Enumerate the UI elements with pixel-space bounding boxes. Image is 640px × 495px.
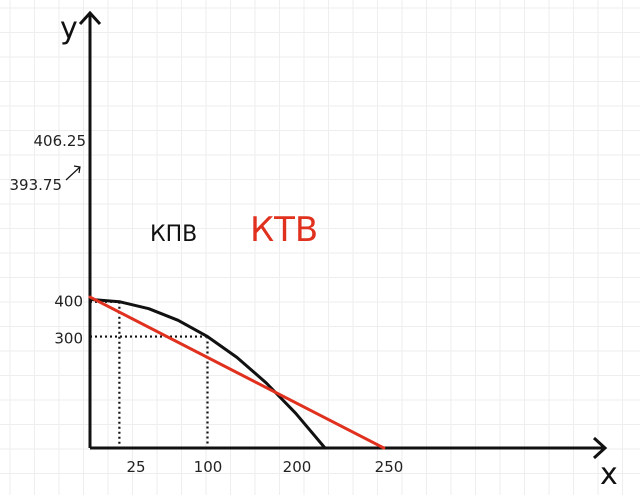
- series-line-kpv: [88, 297, 327, 450]
- annotation-pointer-head: [73, 165, 81, 174]
- axes: [78, 10, 608, 460]
- annotation-pointer: [65, 166, 81, 181]
- series-label-ktv: КТВ: [250, 210, 318, 250]
- y-axis-arrow: [78, 10, 102, 26]
- series-layer: [88, 295, 386, 450]
- y-tick-label-300: 300: [54, 330, 83, 348]
- x-tick-label-25: 25: [126, 458, 145, 476]
- x-tick-label-250: 250: [375, 458, 404, 476]
- labels-layer: КПВ КТВ 25 100 200 250 400 300 406.25 393.75 y x: [10, 11, 618, 492]
- series-label-kpv: КПВ: [150, 222, 197, 247]
- x-tick-label-200: 200: [283, 458, 312, 476]
- y-intercept-label: 406.25: [34, 132, 87, 150]
- y-value-label-393-75: 393.75: [10, 176, 63, 194]
- y-tick-label-400: 400: [54, 292, 83, 310]
- x-axis-label: x: [600, 457, 618, 492]
- series-line-ktv: [88, 295, 386, 450]
- x-axis-arrow: [592, 436, 608, 460]
- x-tick-label-100: 100: [194, 458, 223, 476]
- y-axis-label: y: [60, 11, 78, 46]
- guide-lines: [90, 300, 209, 448]
